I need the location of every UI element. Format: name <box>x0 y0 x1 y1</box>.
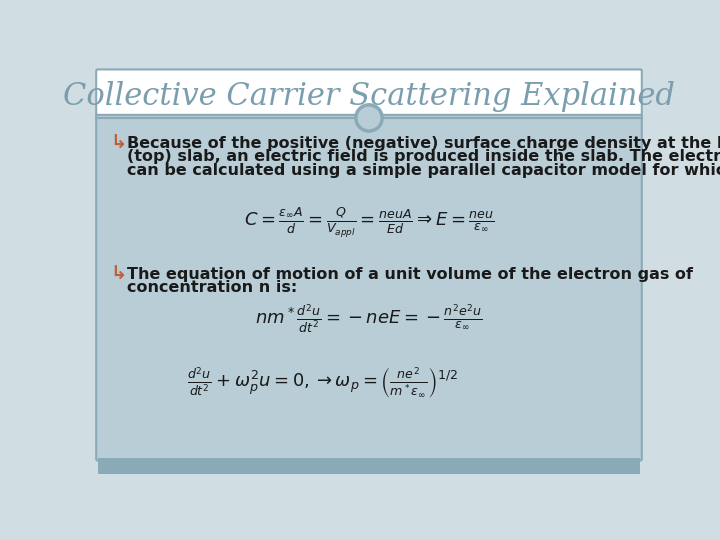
FancyBboxPatch shape <box>96 70 642 120</box>
Text: (top) slab, an electric field is produced inside the slab. The electric field: (top) slab, an electric field is produce… <box>127 150 720 165</box>
Text: Collective Carrier Scattering Explained: Collective Carrier Scattering Explained <box>63 81 675 112</box>
Text: ↳: ↳ <box>110 265 127 284</box>
Text: Because of the positive (negative) surface charge density at the bottom: Because of the positive (negative) surfa… <box>127 136 720 151</box>
Circle shape <box>356 105 382 131</box>
Text: The equation of motion of a unit volume of the electron gas of: The equation of motion of a unit volume … <box>127 267 693 281</box>
FancyBboxPatch shape <box>96 115 642 461</box>
Text: $nm^*\frac{d^2u}{dt^2} = -neE = -\frac{n^2e^2u}{\varepsilon_\infty}$: $nm^*\frac{d^2u}{dt^2} = -neE = -\frac{n… <box>255 302 483 336</box>
Text: $C = \frac{\varepsilon_\infty A}{d} = \frac{Q}{V_{appl}} = \frac{neuA}{Ed} \Righ: $C = \frac{\varepsilon_\infty A}{d} = \f… <box>244 206 494 240</box>
Text: ↳: ↳ <box>110 134 127 153</box>
Text: $\frac{d^2u}{dt^2} + \omega_p^2 u = 0, \rightarrow \omega_p = \left(\frac{ne^2}{: $\frac{d^2u}{dt^2} + \omega_p^2 u = 0, \… <box>187 365 458 399</box>
Text: concentration n is:: concentration n is: <box>127 280 297 295</box>
Text: can be calculated using a simple parallel capacitor model for which:: can be calculated using a simple paralle… <box>127 164 720 178</box>
FancyBboxPatch shape <box>98 457 640 475</box>
